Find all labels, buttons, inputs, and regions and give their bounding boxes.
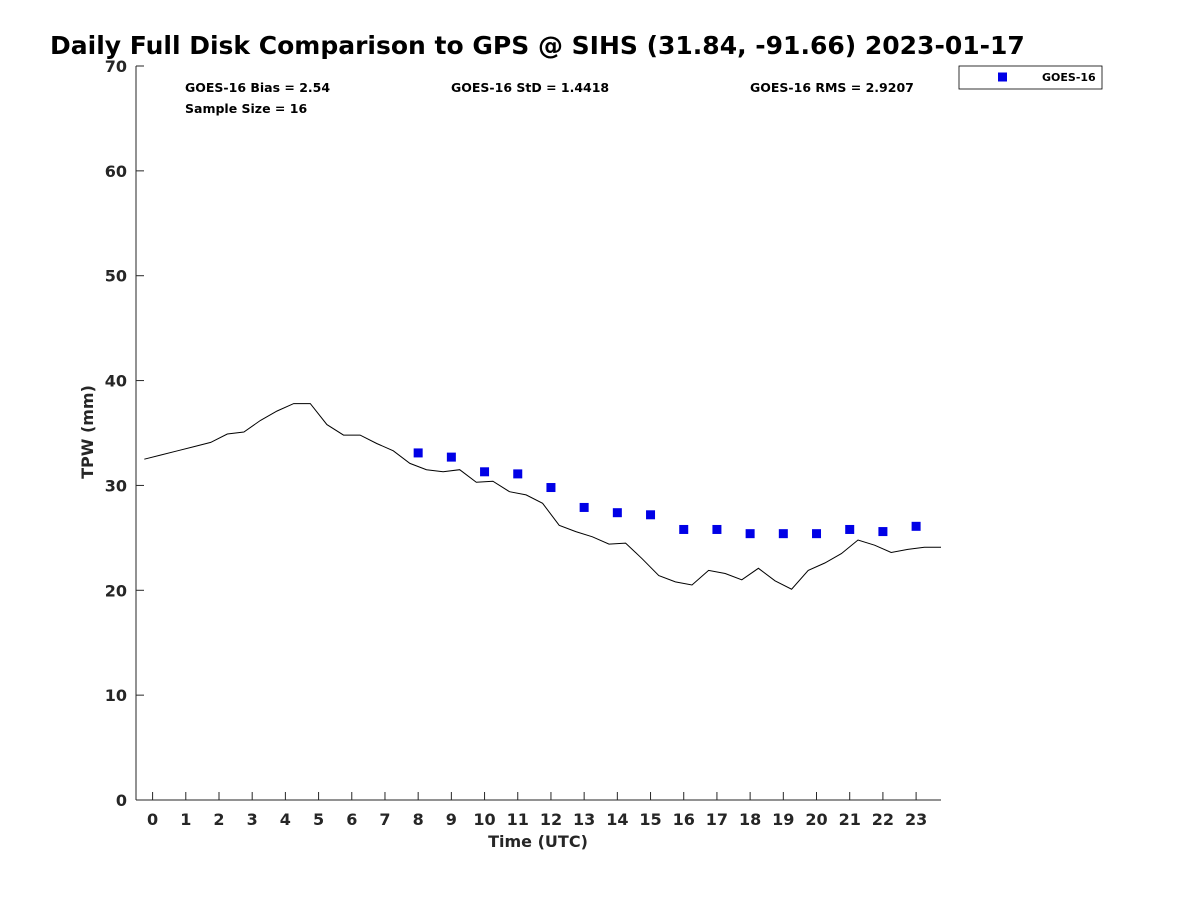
x-tick-label: 8 <box>413 810 424 829</box>
x-tick-label: 15 <box>639 810 661 829</box>
legend-box <box>958 65 1103 90</box>
goes16-point <box>812 529 822 539</box>
x-tick-label: 3 <box>247 810 258 829</box>
goes16-point <box>612 508 622 518</box>
x-tick-label: 4 <box>280 810 291 829</box>
y-tick-label: 20 <box>105 581 127 600</box>
goes16-point <box>911 521 921 531</box>
series-layer <box>144 403 941 590</box>
y-tick-label: 30 <box>105 476 127 495</box>
x-tick-label: 13 <box>573 810 595 829</box>
x-tick-label: 10 <box>473 810 495 829</box>
goes16-point <box>546 483 556 493</box>
y-tick-label: 70 <box>105 57 127 76</box>
y-tick-label: 50 <box>105 267 127 286</box>
y-tick-label: 40 <box>105 372 127 391</box>
x-tick-label: 7 <box>379 810 390 829</box>
y-tick-label: 60 <box>105 162 127 181</box>
x-tick-label: 2 <box>213 810 224 829</box>
bias-stat: GOES-16 Bias = 2.54 <box>185 80 330 95</box>
x-tick-label: 22 <box>872 810 894 829</box>
y-axis-label: TPW (mm) <box>78 385 97 479</box>
goes16-point <box>446 452 456 462</box>
goes16-point <box>513 469 523 479</box>
y-ticks: 0 10 20 30 40 50 60 70 <box>105 57 144 810</box>
legend: GOES-16 <box>958 65 1103 90</box>
goes16-point <box>778 529 788 539</box>
x-tick-label: 14 <box>606 810 628 829</box>
x-tick-label: 11 <box>507 810 529 829</box>
y-tick-label: 0 <box>116 791 127 810</box>
goes16-point <box>480 467 490 477</box>
chart-title: Daily Full Disk Comparison to GPS @ SIHS… <box>50 31 1025 60</box>
std-stat: GOES-16 StD = 1.4418 <box>451 80 609 95</box>
x-tick-label: 5 <box>313 810 324 829</box>
legend-label: GOES-16 <box>1042 71 1096 84</box>
rms-stat: GOES-16 RMS = 2.9207 <box>750 80 914 95</box>
goes16-point <box>745 529 755 539</box>
gps-tpw-line <box>144 403 941 590</box>
x-tick-label: 20 <box>805 810 827 829</box>
goes16-point <box>878 527 888 537</box>
x-tick-label: 16 <box>673 810 695 829</box>
goes16-point <box>845 524 855 534</box>
goes16-point <box>646 510 656 520</box>
goes16-point <box>413 448 423 458</box>
x-tick-label: 19 <box>772 810 794 829</box>
x-ticks: 0 1 2 3 4 5 6 7 8 9 10 11 12 13 14 15 16 17 18 19 20 21 22 23 <box>147 792 927 829</box>
x-axis-label: Time (UTC) <box>488 832 588 851</box>
x-tick-label: 21 <box>839 810 861 829</box>
x-tick-label: 0 <box>147 810 158 829</box>
x-tick-label: 23 <box>905 810 927 829</box>
goes16-point <box>679 524 689 534</box>
goes16-point <box>579 502 589 512</box>
x-tick-label: 6 <box>346 810 357 829</box>
legend-marker <box>998 72 1007 82</box>
x-tick-label: 9 <box>446 810 457 829</box>
x-tick-label: 18 <box>739 810 761 829</box>
goes16-point <box>712 524 722 534</box>
x-tick-label: 12 <box>540 810 562 829</box>
x-tick-label: 17 <box>706 810 728 829</box>
plot-axes <box>135 66 941 801</box>
y-tick-label: 10 <box>105 686 127 705</box>
x-tick-label: 1 <box>180 810 191 829</box>
sample-size-stat: Sample Size = 16 <box>185 101 307 116</box>
